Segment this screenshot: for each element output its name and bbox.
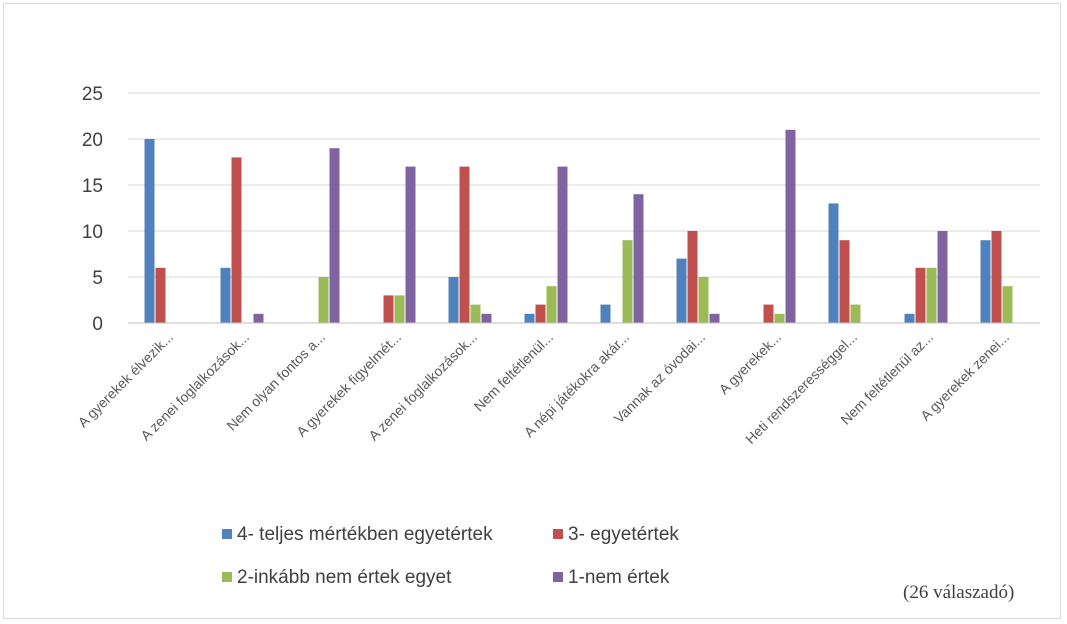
legend-label: 2-inkább nem értek egyet <box>237 567 452 588</box>
y-tick-label: 5 <box>92 268 103 289</box>
bar <box>709 313 720 323</box>
legend: 4- teljes mértékben egyetértek 3- egyetér… <box>222 524 679 588</box>
bar <box>535 304 546 323</box>
bar <box>459 166 470 323</box>
bar <box>155 267 166 323</box>
bar <box>904 313 915 323</box>
bar <box>785 129 796 323</box>
bar <box>698 277 709 323</box>
bar <box>622 240 633 323</box>
x-tick-label: A gyerekek... <box>716 329 785 398</box>
legend-swatch <box>222 572 232 582</box>
bar <box>448 277 459 323</box>
legend-swatch <box>553 572 563 582</box>
x-axis-ticks: A gyerekek élvezik...A zenei foglalkozás… <box>75 329 1013 447</box>
x-tick-label: Nem feltétlenül... <box>471 329 557 415</box>
bar <box>937 231 948 323</box>
bar <box>687 231 698 323</box>
legend-label: 3- egyetértek <box>568 524 679 545</box>
y-tick-label: 15 <box>82 176 103 197</box>
bar <box>850 304 861 323</box>
bar <box>481 313 492 323</box>
bar <box>991 231 1002 323</box>
legend-label: 1-nem értek <box>568 567 670 588</box>
y-axis-ticks: 0 5 10 15 20 25 <box>82 84 103 335</box>
y-tick-label: 10 <box>82 222 103 243</box>
chart-frame <box>3 3 1061 619</box>
bar <box>676 258 687 323</box>
bar <box>253 313 264 323</box>
y-tick-label: 0 <box>92 314 103 335</box>
bar <box>144 139 155 323</box>
gridlines <box>128 92 1040 278</box>
y-tick-label: 25 <box>82 84 103 105</box>
bar <box>394 295 405 323</box>
bar <box>600 304 611 323</box>
legend-label: 4- teljes mértékben egyetértek <box>237 524 493 545</box>
legend-swatch <box>553 529 563 539</box>
bar <box>470 304 481 323</box>
bar <box>839 240 850 323</box>
bar <box>546 286 557 323</box>
legend-swatch <box>222 529 232 539</box>
bar <box>763 304 774 323</box>
bar <box>231 157 242 323</box>
bar <box>318 277 329 323</box>
bar <box>383 295 394 323</box>
bar <box>633 194 644 323</box>
bar <box>220 267 231 323</box>
bar <box>926 267 937 323</box>
bar <box>524 313 535 323</box>
bar <box>774 313 785 323</box>
bar <box>915 267 926 323</box>
bar <box>557 166 568 323</box>
bar <box>329 148 340 323</box>
bar <box>980 240 991 323</box>
respondents-note: (26 válaszadó) <box>903 582 1015 603</box>
bars <box>144 129 1013 323</box>
y-tick-label: 20 <box>82 130 103 151</box>
bar <box>405 166 416 323</box>
bar <box>1002 286 1013 323</box>
bar <box>828 203 839 323</box>
